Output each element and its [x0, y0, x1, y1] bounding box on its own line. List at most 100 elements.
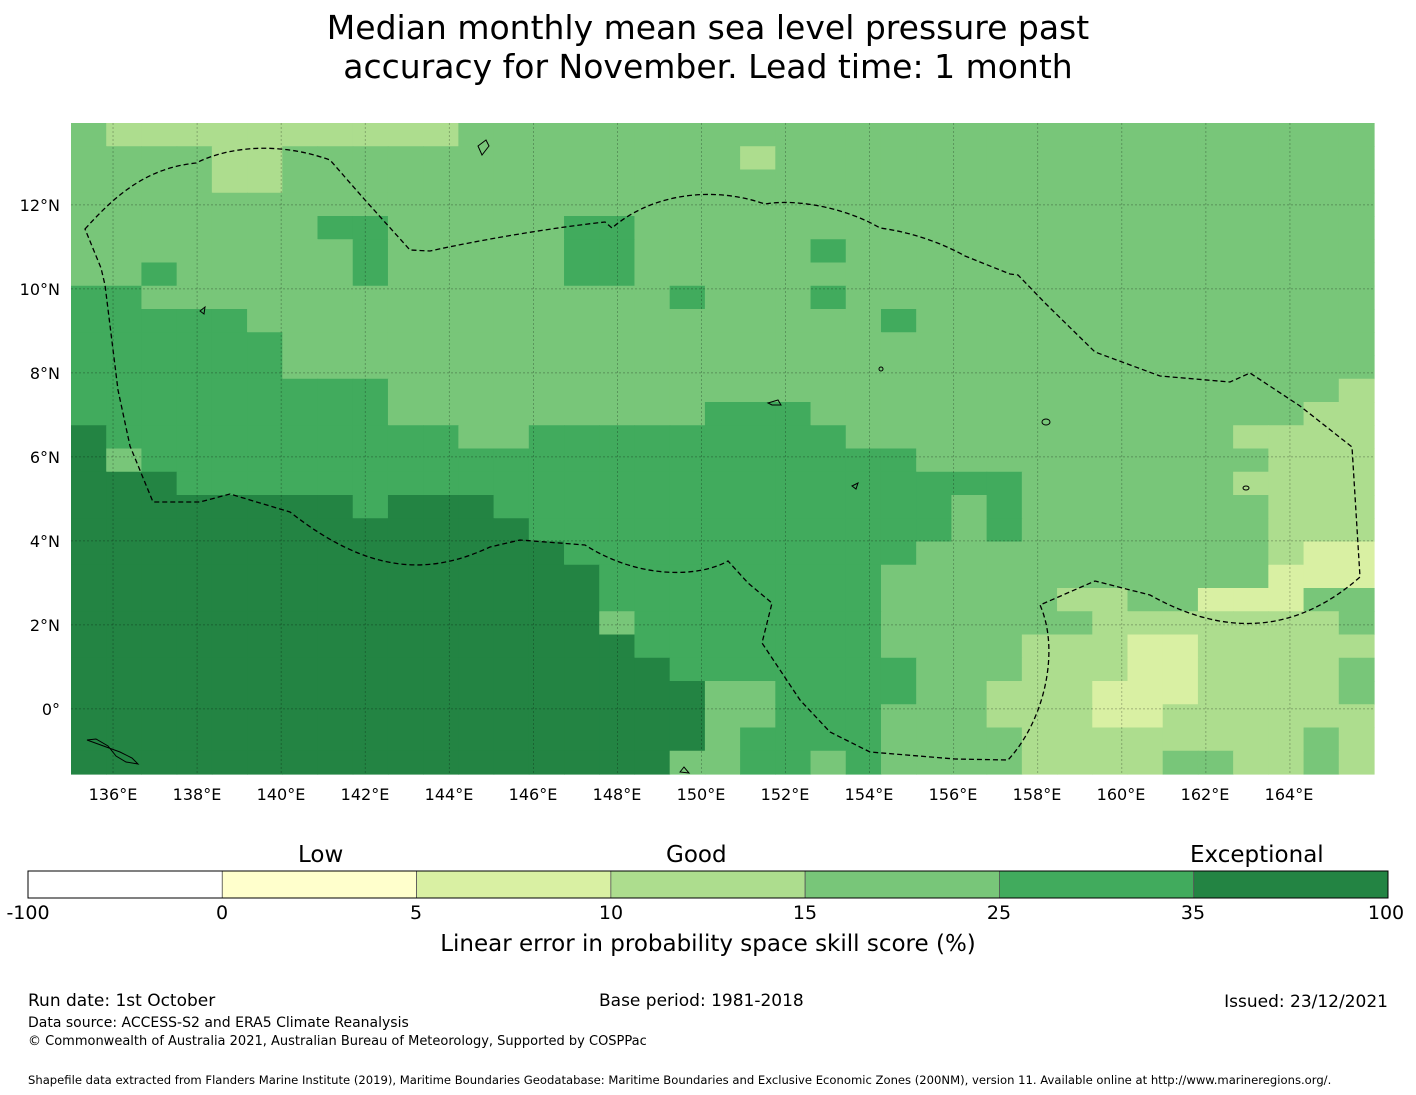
grid-cell	[493, 704, 530, 729]
grid-cell	[1162, 634, 1199, 659]
grid-cell	[1233, 634, 1269, 659]
grid-cell	[951, 402, 988, 426]
lon-tick-label: 140°E	[256, 785, 306, 804]
grid-cell	[1162, 169, 1199, 194]
grid-cell	[1268, 448, 1305, 473]
grid-cell	[423, 495, 459, 519]
grid-cell	[1127, 169, 1164, 194]
grid-cell	[775, 239, 812, 264]
grid-cell	[775, 564, 812, 589]
colorbar-segment	[610, 870, 806, 899]
grid-cell	[1021, 541, 1058, 566]
grid-cell	[775, 750, 812, 775]
grid-cell	[176, 378, 213, 403]
grid-cell	[71, 169, 107, 194]
grid-cell	[1338, 657, 1375, 682]
island-outline	[766, 399, 782, 406]
grid-cell	[1021, 332, 1058, 357]
grid-cell	[880, 332, 917, 357]
grid-cell	[352, 285, 389, 310]
grid-cell	[1338, 448, 1375, 473]
grid-cell	[1127, 123, 1164, 147]
grid-cell	[211, 425, 248, 450]
grid-cell	[986, 448, 1023, 473]
grid-cell	[387, 355, 424, 380]
grid-cell	[775, 541, 812, 566]
grid-cell	[986, 378, 1023, 403]
grid-cell	[352, 332, 389, 357]
grid-cell	[282, 611, 319, 636]
grid-cell	[1197, 518, 1234, 543]
grid-cell	[810, 146, 847, 171]
grid-cell	[1303, 146, 1340, 171]
grid-cell	[106, 588, 143, 612]
grid-cell	[528, 285, 565, 310]
grid-cell	[317, 541, 354, 566]
grid-cell	[211, 495, 248, 519]
grid-cell	[352, 239, 389, 264]
grid-cell	[740, 262, 776, 287]
grid-cell	[599, 448, 636, 473]
colorbar-tick: 10	[598, 902, 624, 924]
grid-cell	[352, 355, 389, 380]
grid-cell	[1303, 634, 1340, 659]
grid-cell	[704, 495, 741, 519]
grid-cell	[247, 657, 283, 682]
grid-cell	[845, 123, 882, 147]
grid-cell	[1092, 611, 1129, 636]
grid-cell	[845, 634, 882, 659]
grid-cell	[1162, 750, 1199, 775]
grid-cell	[704, 402, 741, 426]
grid-cell	[282, 378, 319, 403]
grid-cell	[1092, 518, 1129, 543]
grid-cell	[317, 239, 354, 264]
grid-cell	[458, 634, 495, 659]
grid-cell	[599, 727, 636, 752]
grid-cell	[669, 611, 706, 636]
grid-cell	[845, 704, 882, 729]
grid-cell	[916, 727, 953, 752]
grid-cell	[634, 564, 671, 589]
grid-cell	[1092, 285, 1129, 310]
grid-cell	[1162, 518, 1199, 543]
grid-cell	[458, 588, 495, 612]
grid-cell	[810, 727, 847, 752]
title-line-1: Median monthly mean sea level pressure p…	[326, 8, 1090, 47]
grid-cell	[387, 262, 424, 287]
grid-cell	[458, 123, 495, 147]
lon-tick-label: 164°E	[1264, 785, 1314, 804]
grid-cell	[1092, 239, 1129, 264]
grid-cell	[704, 123, 741, 147]
grid-cell	[1338, 541, 1375, 566]
grid-cell	[141, 192, 178, 217]
grid-cell	[1233, 448, 1269, 473]
grid-cell	[599, 123, 636, 147]
grid-cell	[423, 378, 459, 403]
grid-cell	[986, 309, 1023, 333]
grid-cell	[352, 611, 389, 636]
grid-cell	[1057, 518, 1093, 543]
grid-cell	[599, 425, 636, 450]
grid-cell	[1233, 727, 1269, 752]
grid-cell	[634, 611, 671, 636]
grid-cell	[880, 123, 917, 147]
grid-cell	[986, 192, 1023, 217]
grid-cell	[775, 495, 812, 519]
grid-cell	[141, 704, 178, 729]
grid-cell	[528, 192, 565, 217]
grid-cell	[176, 425, 213, 450]
grid-cell	[493, 309, 530, 333]
grid-cell	[740, 471, 776, 496]
grid-cell	[528, 495, 565, 519]
grid-cell	[387, 564, 424, 589]
grid-cell	[141, 495, 178, 519]
grid-cell	[916, 216, 953, 240]
grid-cell	[1127, 146, 1164, 171]
grid-cell	[845, 564, 882, 589]
grid-cell	[669, 541, 706, 566]
grid-cell	[669, 285, 706, 310]
grid-cell	[1162, 355, 1199, 380]
grid-cell	[634, 425, 671, 450]
grid-cell	[775, 704, 812, 729]
grid-cell	[71, 262, 107, 287]
